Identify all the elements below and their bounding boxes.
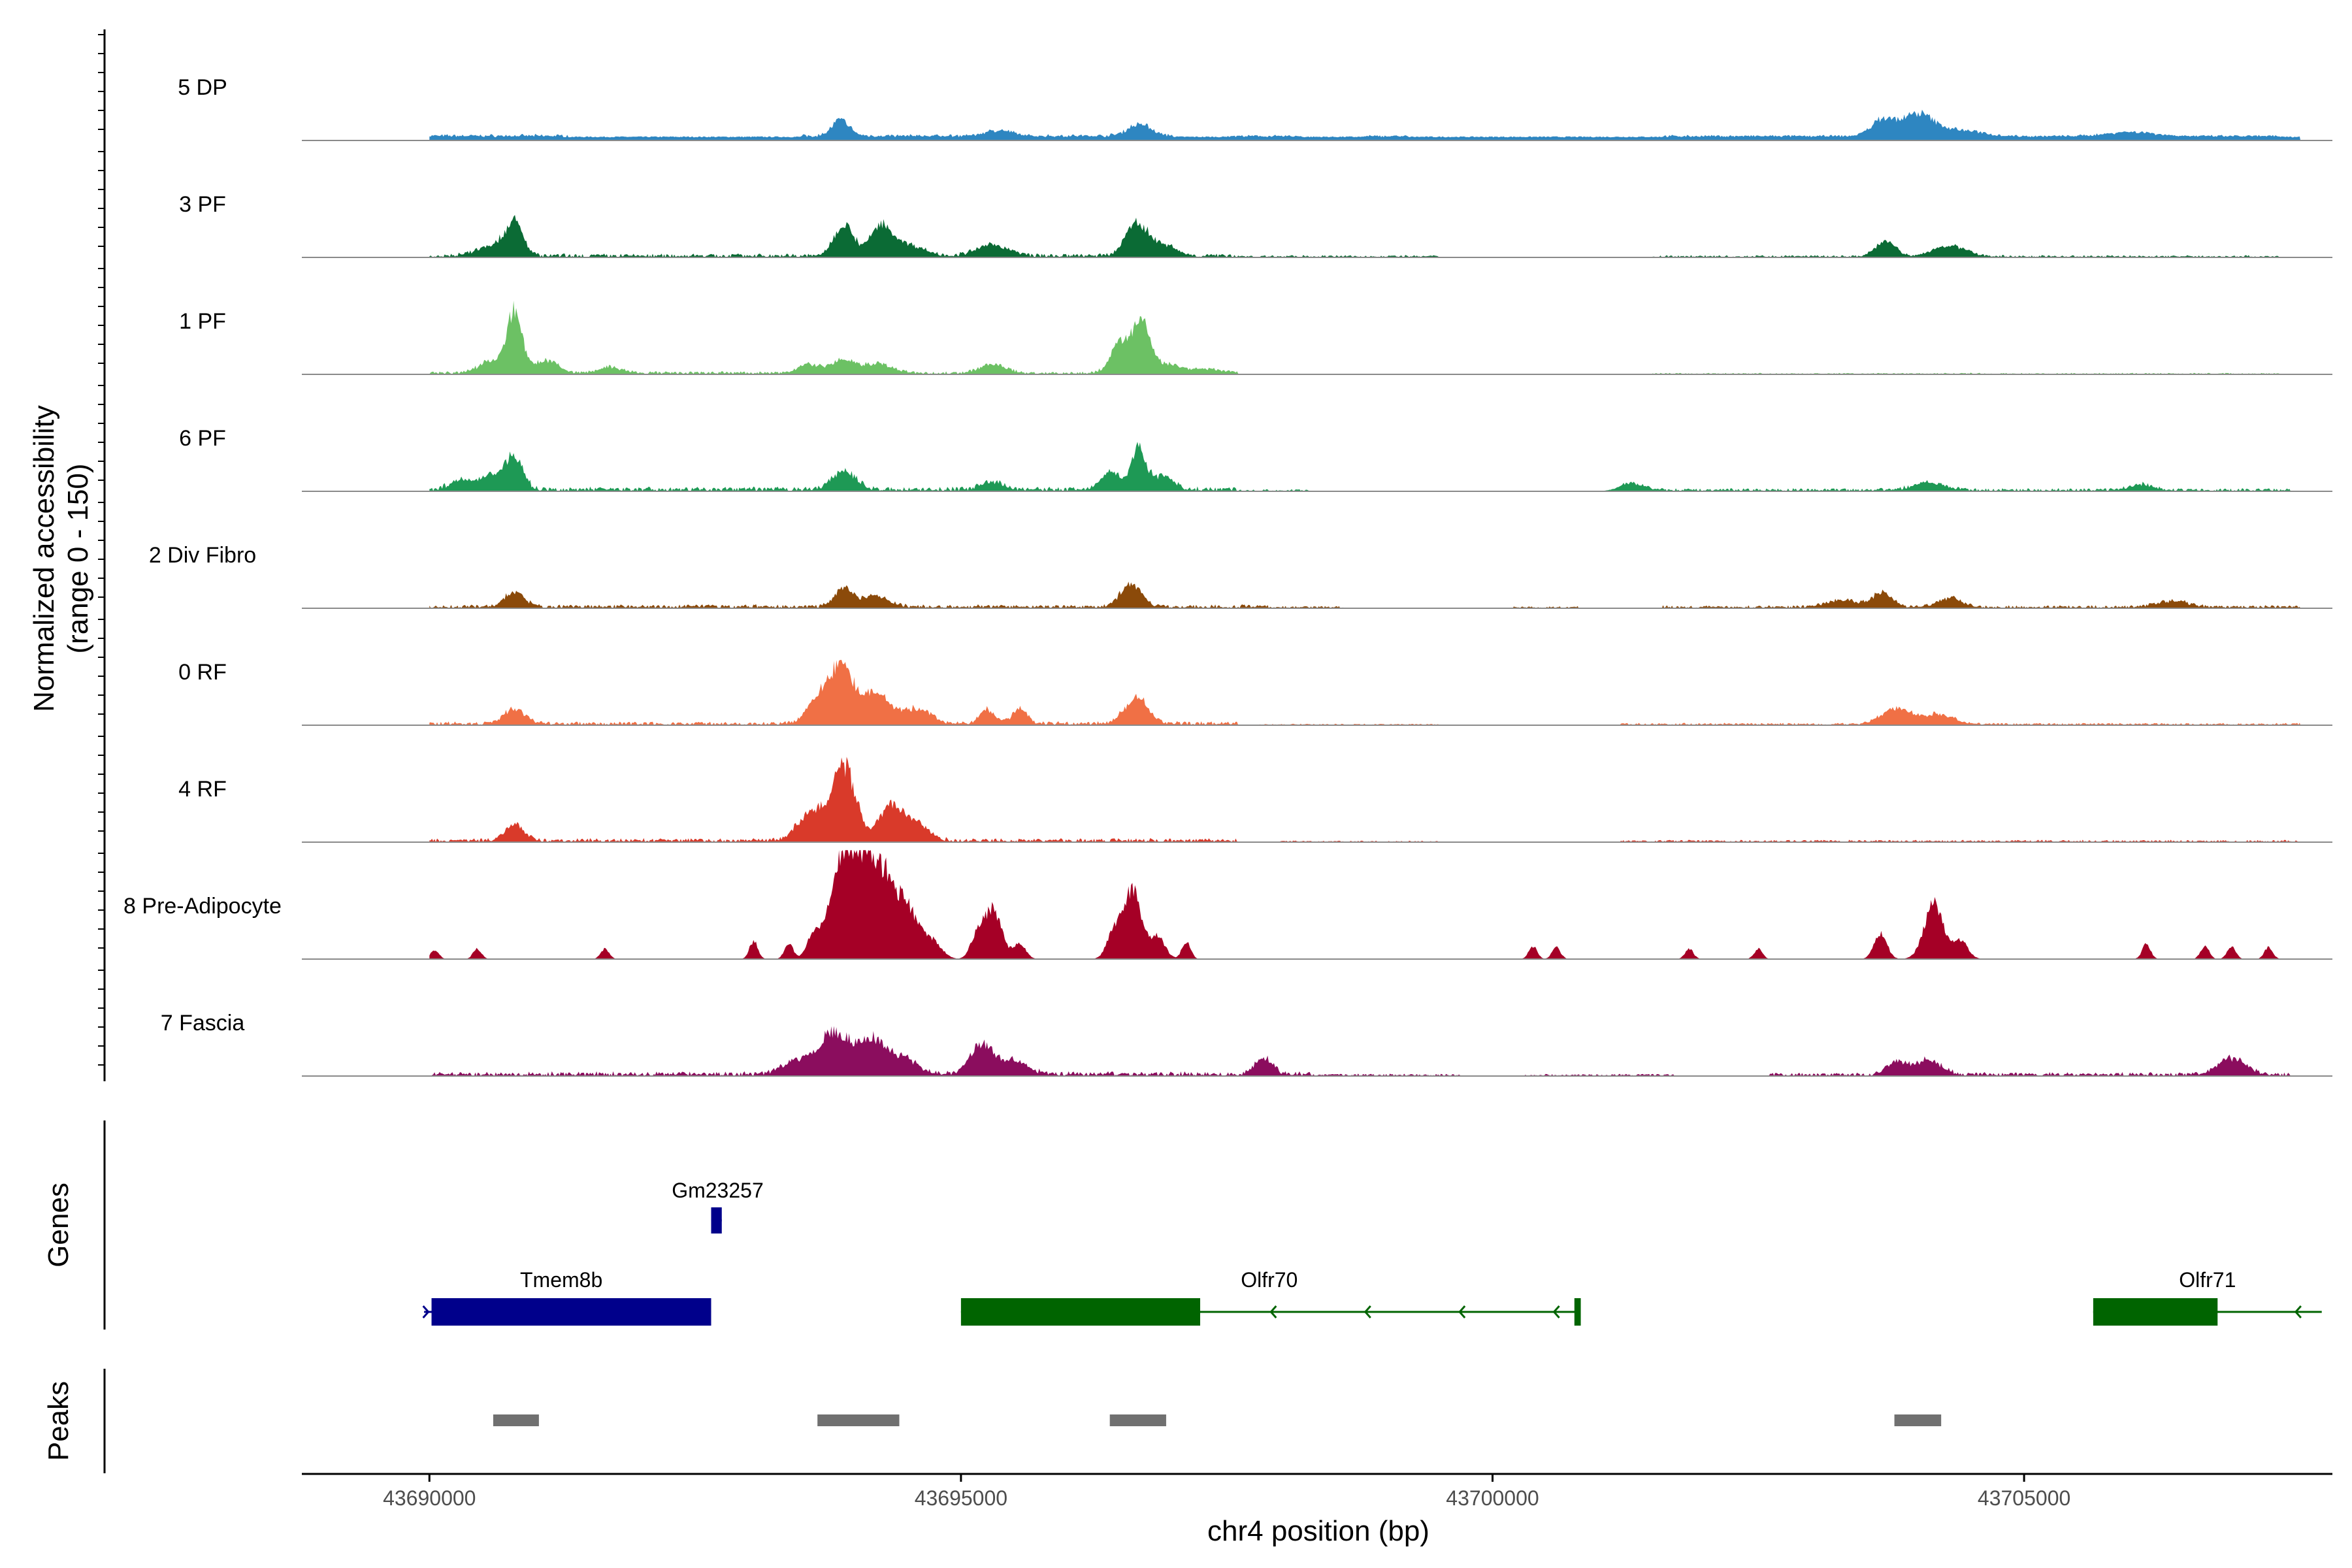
track-label: 2 Div Fibro — [149, 543, 256, 568]
gene-label: Gm23257 — [672, 1179, 764, 1202]
track-7-fascia: 7 Fascia — [161, 1011, 2332, 1077]
peaks-panel-label: Peaks — [42, 1381, 74, 1461]
x-axis-title: chr4 position (bp) — [1207, 1515, 1429, 1547]
gene-olfr70: Olfr70 — [960, 1268, 1581, 1326]
peak-region — [817, 1414, 900, 1426]
genes-panel: Gm23257 Tmem8b Olfr70 Olfr71 — [422, 1179, 2322, 1326]
track-4-rf: 4 RF — [178, 757, 2332, 843]
coverage-area — [429, 215, 2301, 257]
coverage-area — [429, 850, 2301, 959]
genes-panel-label: Genes — [42, 1183, 74, 1267]
track-3-pf: 3 PF — [179, 192, 2332, 258]
coverage-area — [429, 442, 2301, 491]
coverage-area — [429, 757, 2301, 842]
gene-label: Olfr71 — [2179, 1268, 2236, 1292]
coverage-tracks: 5 DP 3 PF 1 PF 6 PF 2 Div Fibro 0 RF 4 RF 8 Pre… — [123, 75, 2332, 1077]
gene-tmem8b: Tmem8b — [422, 1268, 711, 1326]
track-8-pre-adipocyte: 8 Pre-Adipocyte — [123, 850, 2332, 960]
strand-chevron — [1458, 1305, 1466, 1318]
strand-chevron — [2294, 1305, 2302, 1318]
peak-region — [493, 1414, 539, 1426]
track-5-dp: 5 DP — [178, 75, 2332, 141]
strand-chevron — [1364, 1305, 1371, 1318]
coverage-area — [429, 660, 2301, 725]
track-label: 1 PF — [179, 309, 226, 334]
track-label: 7 Fascia — [161, 1011, 245, 1036]
track-6-pf: 6 PF — [179, 426, 2332, 492]
track-label: 0 RF — [178, 660, 227, 685]
track-label: 8 Pre-Adipocyte — [123, 894, 282, 919]
coverage-area — [429, 581, 2301, 608]
strand-chevron — [1552, 1305, 1560, 1318]
x-tick-label: 43705000 — [1978, 1486, 2070, 1510]
strand-chevron — [422, 1305, 430, 1318]
gene-gm23257: Gm23257 — [672, 1179, 764, 1233]
coverage-area — [429, 109, 2301, 140]
y-axis-title-line1: Normalized accessibility — [28, 405, 60, 711]
track-label: 3 PF — [179, 192, 226, 217]
peak-region — [1109, 1414, 1166, 1426]
y-axis-title-line2: (range 0 - 150) — [62, 463, 94, 653]
track-label: 4 RF — [178, 777, 227, 802]
gene-olfr71: Olfr71 — [2093, 1268, 2322, 1326]
coverage-area — [429, 301, 2301, 374]
x-tick-label: 43690000 — [383, 1486, 476, 1510]
coverage-area — [429, 1026, 2301, 1076]
coverage-y-axis — [98, 29, 106, 1081]
gene-exon — [1574, 1298, 1581, 1326]
gene-exon — [431, 1298, 711, 1326]
x-tick-label: 43700000 — [1446, 1486, 1539, 1510]
x-tick-label: 43695000 — [915, 1486, 1007, 1510]
track-label: 6 PF — [179, 426, 226, 451]
gene-exon — [960, 1298, 1201, 1326]
track-1-pf: 1 PF — [179, 301, 2332, 375]
track-2-div-fibro: 2 Div Fibro — [149, 543, 2332, 609]
y-axis-title: Normalized accessibility (range 0 - 150) — [28, 405, 94, 711]
gene-exon — [2093, 1298, 2218, 1326]
track-0-rf: 0 RF — [178, 660, 2332, 726]
gene-label: Tmem8b — [520, 1268, 602, 1292]
peak-region — [1894, 1414, 1942, 1426]
peaks-panel — [493, 1414, 1942, 1426]
x-axis: 43690000 43695000 43700000 43705000 — [302, 1473, 2332, 1510]
gene-exon — [711, 1207, 722, 1233]
gene-label: Olfr70 — [1241, 1268, 1298, 1292]
strand-chevron — [1269, 1305, 1277, 1318]
track-label: 5 DP — [178, 75, 227, 100]
